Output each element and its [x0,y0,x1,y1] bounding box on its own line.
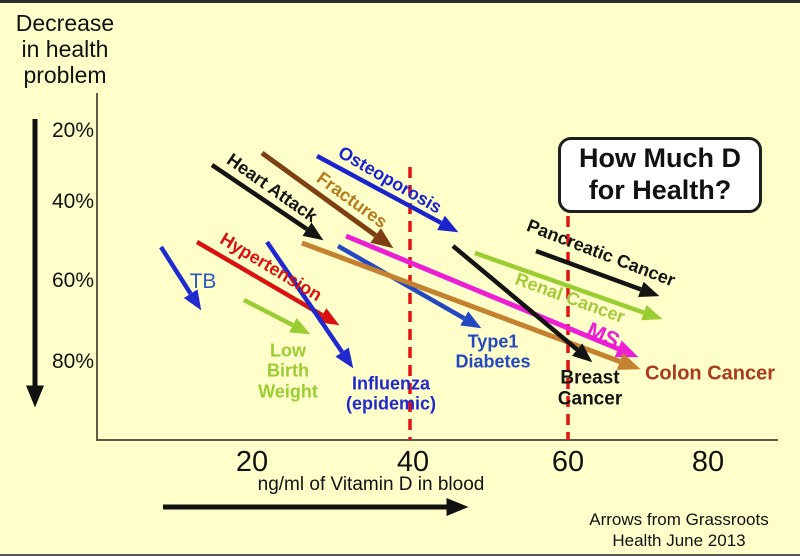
x-tick-40: 40 [396,446,430,478]
arrow-pancreatic-cancer [535,248,660,297]
label-breast-cancer: Breast Cancer [557,367,623,410]
x-axis-label: ng/ml of Vitamin D in blood [257,474,485,495]
arrow-fractures [260,150,394,249]
y-tick-20%: 20% [51,119,94,142]
arrow-ms [345,233,639,358]
source-credit: Arrows from Grassroots Health June 2013 [589,510,769,550]
arrow-influenza-epidemic [265,240,354,369]
y-tick-80%: 80% [51,350,94,373]
arrow-osteoporosis [315,154,459,233]
y-tick-40%: 40% [51,190,94,213]
label-low-birth-weight: Low Birth Weight [258,340,318,402]
y-axis-title: Decrease in health problem [15,10,115,88]
arrow-hypertension [195,240,340,326]
x-tick-80: 80 [691,446,725,478]
label-tb: TB [189,270,217,294]
arrow-low-birth-weight [242,297,311,335]
label-type1-diabetes: Type1 Diabetes [455,331,531,372]
label-influenza-epidemic: Influenza (epidemic) [345,373,437,414]
arrow-renal-cancer [474,250,663,321]
x-tick-60: 60 [551,446,585,478]
arrow-breast-cancer [451,244,593,363]
plot-axes [96,93,778,441]
x-tick-20: 20 [235,446,269,478]
chart-plot-area [25,93,778,517]
arrow-heart-attack [210,163,324,241]
arrow-tb [159,245,202,311]
label-colon-cancer: Colon Cancer [644,362,776,385]
y-tick-60%: 60% [51,269,94,292]
